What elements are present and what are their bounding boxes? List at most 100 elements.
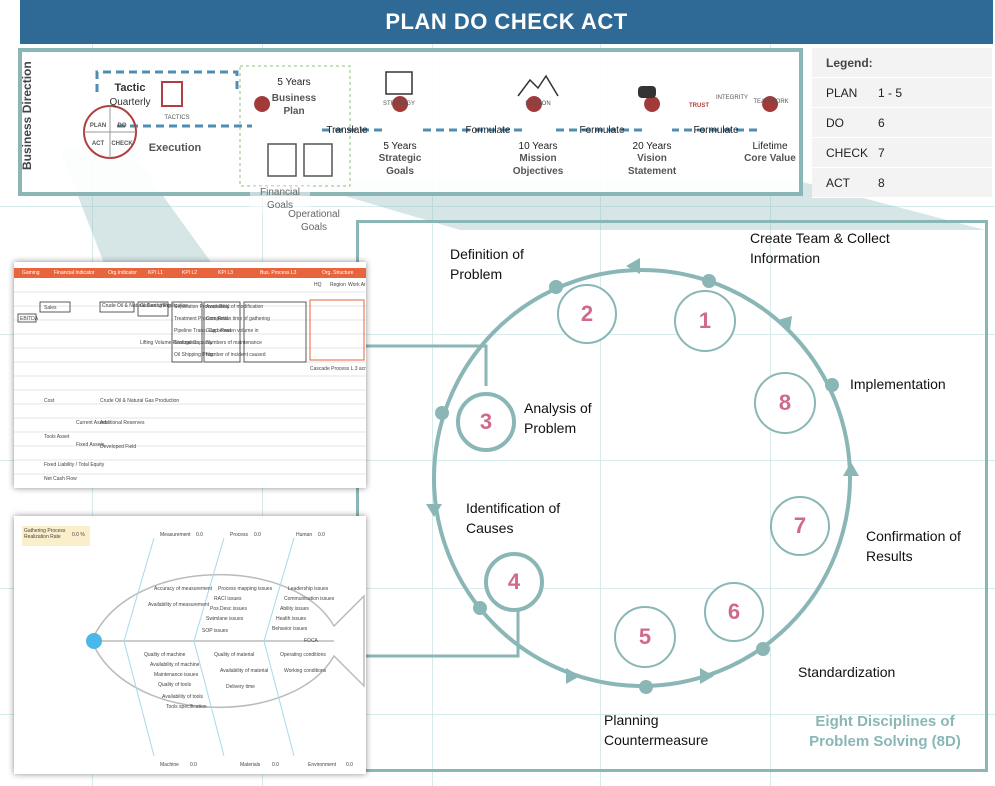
pdca-do: DO (117, 123, 127, 129)
strategy-chess-icon (385, 71, 413, 95)
connector-fishbone (366, 604, 520, 658)
step-2-bubble: 2 (557, 284, 617, 344)
eight-d-caption: Eight Disciplines of Problem Solving (8D… (809, 713, 961, 750)
ring-node (549, 280, 563, 294)
sheet-header: KPI L3 (218, 270, 234, 276)
mission-title: Mission Objectives (512, 153, 564, 177)
business-plan-years: 5 Years (277, 77, 311, 88)
grid-line (600, 44, 601, 786)
step-6-bubble: 6 (704, 582, 764, 642)
org-structure-box (309, 299, 365, 361)
cause-item: SOP issues (202, 628, 229, 634)
pin-icon (392, 96, 409, 112)
cause-item: Maintenance issues (154, 672, 199, 678)
sheet-cell: Gathering Realization (140, 303, 189, 309)
step-1-label: Create Team & Collect Information (750, 230, 890, 266)
step-5-label: Planning Countermeasure (604, 712, 709, 748)
category-value: 0.0 (196, 532, 203, 538)
mission-mountain-icon (517, 74, 559, 97)
core-years: Lifetime (752, 141, 788, 152)
sheet-header: Org.Indicator (108, 270, 137, 276)
fish-body (93, 573, 365, 709)
sheet-cell: Separation Process Real. (174, 304, 231, 310)
ring-node (435, 406, 449, 420)
cause-item: RACI issues (214, 596, 242, 602)
sheet-cell: Storage Capacity (174, 340, 213, 346)
legend-value: 1 - 5 (878, 85, 903, 100)
ring-arrowhead (426, 504, 442, 517)
cause-item: Swimlane issues (206, 616, 244, 622)
business-plan-title: Business Plan (271, 93, 317, 117)
category-machine: Machine (160, 762, 179, 768)
legend-value: 7 (878, 145, 885, 160)
cause-item: Process mapping issues (218, 586, 273, 592)
rate-box (22, 526, 90, 546)
sheet-grid (14, 291, 366, 475)
cause-item: Accuracy of measurement (154, 586, 213, 592)
mission-years: 10 Years (518, 141, 558, 152)
step-3-label: Analysis of Problem (524, 400, 592, 436)
cause-item: Delivery time (226, 684, 255, 690)
sheet-header: Org. Structure (322, 270, 354, 276)
eight-d-panel (356, 220, 988, 772)
vision-years: 20 Years (632, 141, 672, 152)
sheet-cell: Fixed Assets (76, 442, 105, 448)
ring-arrowhead (626, 258, 640, 274)
sheet-cell: Pipeline Trans. Cap. Real. (174, 328, 233, 334)
pdca-check: CHECK (111, 141, 133, 147)
ring-node (756, 642, 770, 656)
cause-item: Quality of tools (158, 682, 192, 688)
step-8-bubble: 8 (754, 372, 816, 434)
legend: Legend: PLAN 1 - 5 DO 6 CHECK 7 ACT 8 (812, 48, 992, 198)
sheet-cell: Oil Shipping Prog. (174, 352, 215, 358)
category-value: 0.0 (318, 532, 325, 538)
category-value: 0.0 (346, 762, 353, 768)
cause-item: Behavior issues (272, 626, 308, 632)
category-materials: Materials (240, 762, 261, 768)
ring-arrowhead (778, 316, 792, 330)
category-environment: Environment (308, 762, 337, 768)
cause-item: Quality of machine (144, 652, 186, 658)
legend-value: 8 (878, 175, 885, 190)
category-value: 0.0 (190, 762, 197, 768)
sheet-cell: Gap between volume in (206, 328, 259, 334)
strategic-title: Strategic Goals (378, 153, 422, 177)
ring-node (702, 274, 716, 288)
cause-item: FOCA (304, 638, 318, 644)
rate-value: 0.0 % (72, 532, 85, 538)
grid-line (0, 334, 995, 335)
step-8-label: Implementation (850, 376, 946, 392)
integrity-icon-label: INTEGRITY (715, 95, 748, 101)
financial-goals-label: Financial Goals (250, 186, 310, 212)
operational-goals-label: Operational Goals (282, 208, 346, 234)
kpi-cascade-sheet: Gaming Financial Indicator Org.Indicator… (14, 262, 366, 488)
step-4-bubble: 4 (484, 552, 544, 612)
sheet-subheader: Work Area (348, 282, 366, 288)
tactics-icon (161, 81, 183, 107)
execution-label: Execution (148, 142, 202, 154)
financial-doc-icon (267, 143, 297, 177)
tactic-title: Tactic (114, 82, 146, 94)
pin-icon (526, 96, 543, 112)
grid-line (432, 44, 433, 786)
translate-label: Translate (326, 125, 368, 136)
legend-name: ACT (826, 175, 850, 190)
core-title: Core Value (744, 153, 796, 164)
legend-row-act: ACT 8 (812, 168, 992, 198)
legend-name: PLAN (826, 85, 858, 100)
cause-item: Health issues (276, 616, 307, 622)
grid-line (0, 206, 995, 207)
ring-node (473, 601, 487, 615)
cause-item: Availability of tools (162, 694, 204, 700)
sheet-cell: Completion time of gathering (206, 316, 270, 322)
cause-item: Leadership issues (288, 586, 329, 592)
cause-item: Availability of machine (150, 662, 200, 668)
sheet-cell: Treatment Process Real. (174, 316, 230, 322)
sheet-cell: Net Cash Flow (44, 476, 77, 482)
cause-item: Pos.Desc issues (210, 606, 247, 612)
sheet-cell: Numbers of maintenance (206, 340, 262, 346)
formulate-label-3: Formulate (693, 125, 739, 136)
strategy-icon-label: STRATEGY (383, 101, 415, 107)
sheet-subheader: Region (330, 282, 346, 288)
rate-label: Gathering Process Realization Rate (24, 528, 66, 540)
